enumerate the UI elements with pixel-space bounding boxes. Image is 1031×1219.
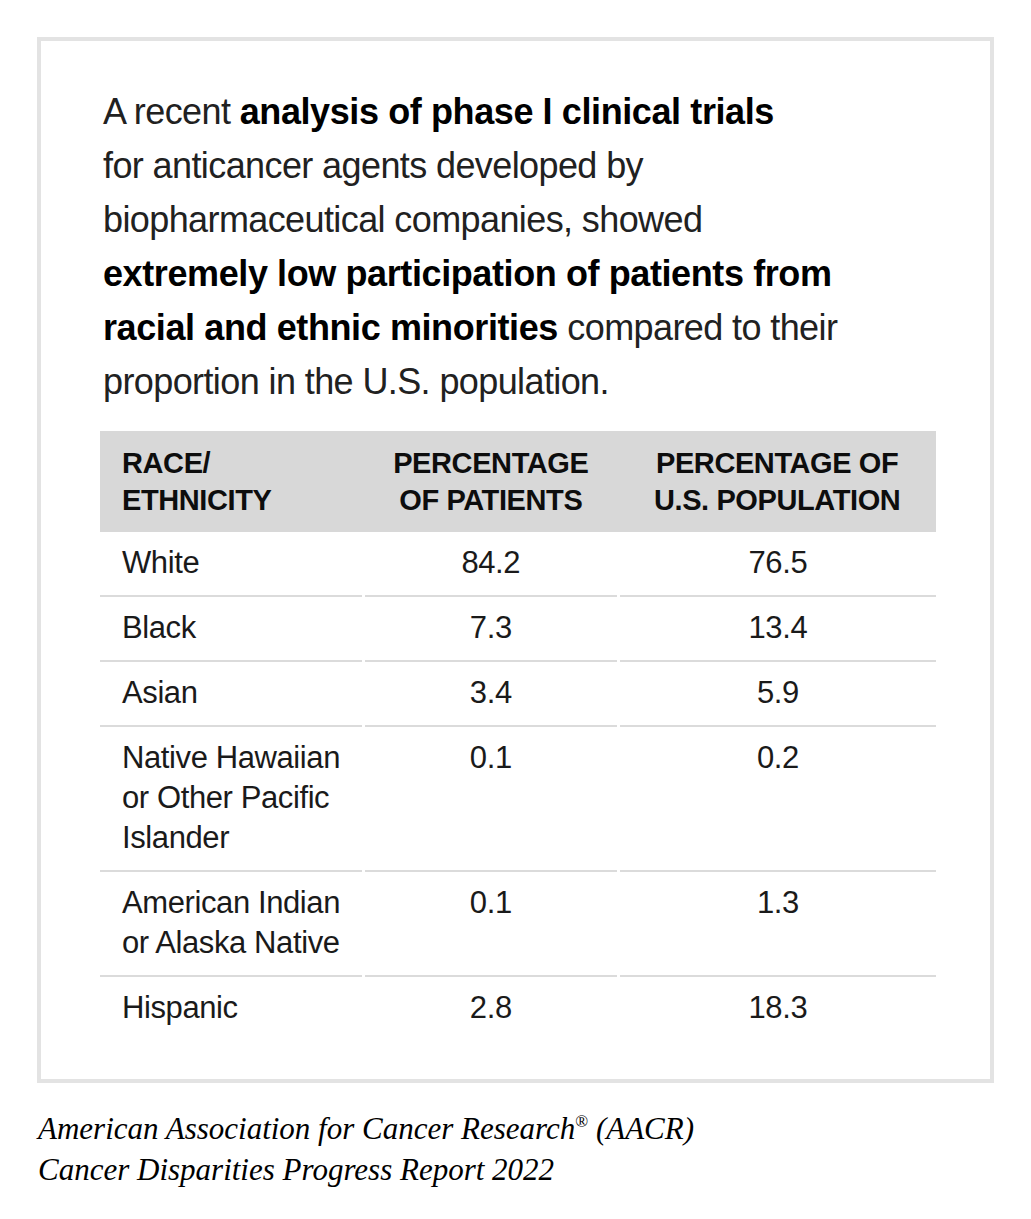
attribution-line-1: American Association for Cancer Research… [38, 1101, 694, 1149]
population-cell: 0.2 [618, 726, 936, 871]
table-row: American Indian or Alaska Native 0.1 1.3 [100, 871, 936, 976]
registered-trademark-symbol: ® [575, 1112, 588, 1131]
population-cell: 76.5 [618, 532, 936, 596]
attribution-line-2: Cancer Disparities Progress Report 2022 [38, 1149, 694, 1190]
race-cell: Native Hawaiian or Other Pacific Islande… [100, 726, 363, 871]
intro-text-bold: analysis of phase I clinical trials [240, 91, 774, 132]
intro-line: racial and ethnic minorities compared to… [103, 301, 944, 355]
table-header-row: RACE/ ETHNICITY PERCENTAGE OF PATIENTS P… [100, 431, 936, 532]
intro-line: biopharmaceutical companies, showed [103, 193, 944, 247]
patients-cell: 3.4 [363, 661, 618, 726]
intro-text-bold: racial and ethnic minorities [103, 307, 558, 348]
figure-panel: A recent analysis of phase I clinical tr… [37, 37, 994, 1083]
intro-line: for anticancer agents developed by [103, 139, 944, 193]
race-cell: Black [100, 596, 363, 661]
population-cell: 13.4 [618, 596, 936, 661]
table-row: Native Hawaiian or Other Pacific Islande… [100, 726, 936, 871]
table-row: Hispanic 2.8 18.3 [100, 976, 936, 1040]
column-header-race-ethnicity: RACE/ ETHNICITY [100, 431, 363, 532]
column-header-percentage-of-us-population: PERCENTAGE OF U.S. POPULATION [618, 431, 936, 532]
patients-cell: 2.8 [363, 976, 618, 1040]
patients-cell: 84.2 [363, 532, 618, 596]
intro-text: compared to their [558, 307, 837, 348]
race-cell: Asian [100, 661, 363, 726]
attribution-org-abbr: (AACR) [588, 1111, 694, 1146]
race-cell: American Indian or Alaska Native [100, 871, 363, 976]
intro-text: proportion in the U.S. population. [103, 361, 609, 402]
intro-line: proportion in the U.S. population. [103, 355, 944, 409]
intro-text: for anticancer agents developed by [103, 145, 643, 186]
attribution-org: American Association for Cancer Research [38, 1111, 575, 1146]
population-cell: 1.3 [618, 871, 936, 976]
intro-text-bold: extremely low participation of patients … [103, 253, 832, 294]
intro-line: A recent analysis of phase I clinical tr… [103, 85, 944, 139]
intro-line: extremely low participation of patients … [103, 247, 944, 301]
figure-canvas: A recent analysis of phase I clinical tr… [0, 0, 1031, 1219]
table-row: Asian 3.4 5.9 [100, 661, 936, 726]
race-cell: Hispanic [100, 976, 363, 1040]
source-attribution: American Association for Cancer Research… [38, 1101, 694, 1190]
intro-text: biopharmaceutical companies, showed [103, 199, 702, 240]
intro-text: A recent [103, 91, 240, 132]
column-header-percentage-of-patients: PERCENTAGE OF PATIENTS [363, 431, 618, 532]
intro-paragraph: A recent analysis of phase I clinical tr… [103, 85, 944, 409]
patients-cell: 7.3 [363, 596, 618, 661]
data-table: RACE/ ETHNICITY PERCENTAGE OF PATIENTS P… [100, 431, 936, 1040]
table-row: White 84.2 76.5 [100, 532, 936, 596]
patients-cell: 0.1 [363, 871, 618, 976]
population-cell: 5.9 [618, 661, 936, 726]
table-row: Black 7.3 13.4 [100, 596, 936, 661]
race-cell: White [100, 532, 363, 596]
population-cell: 18.3 [618, 976, 936, 1040]
patients-cell: 0.1 [363, 726, 618, 871]
